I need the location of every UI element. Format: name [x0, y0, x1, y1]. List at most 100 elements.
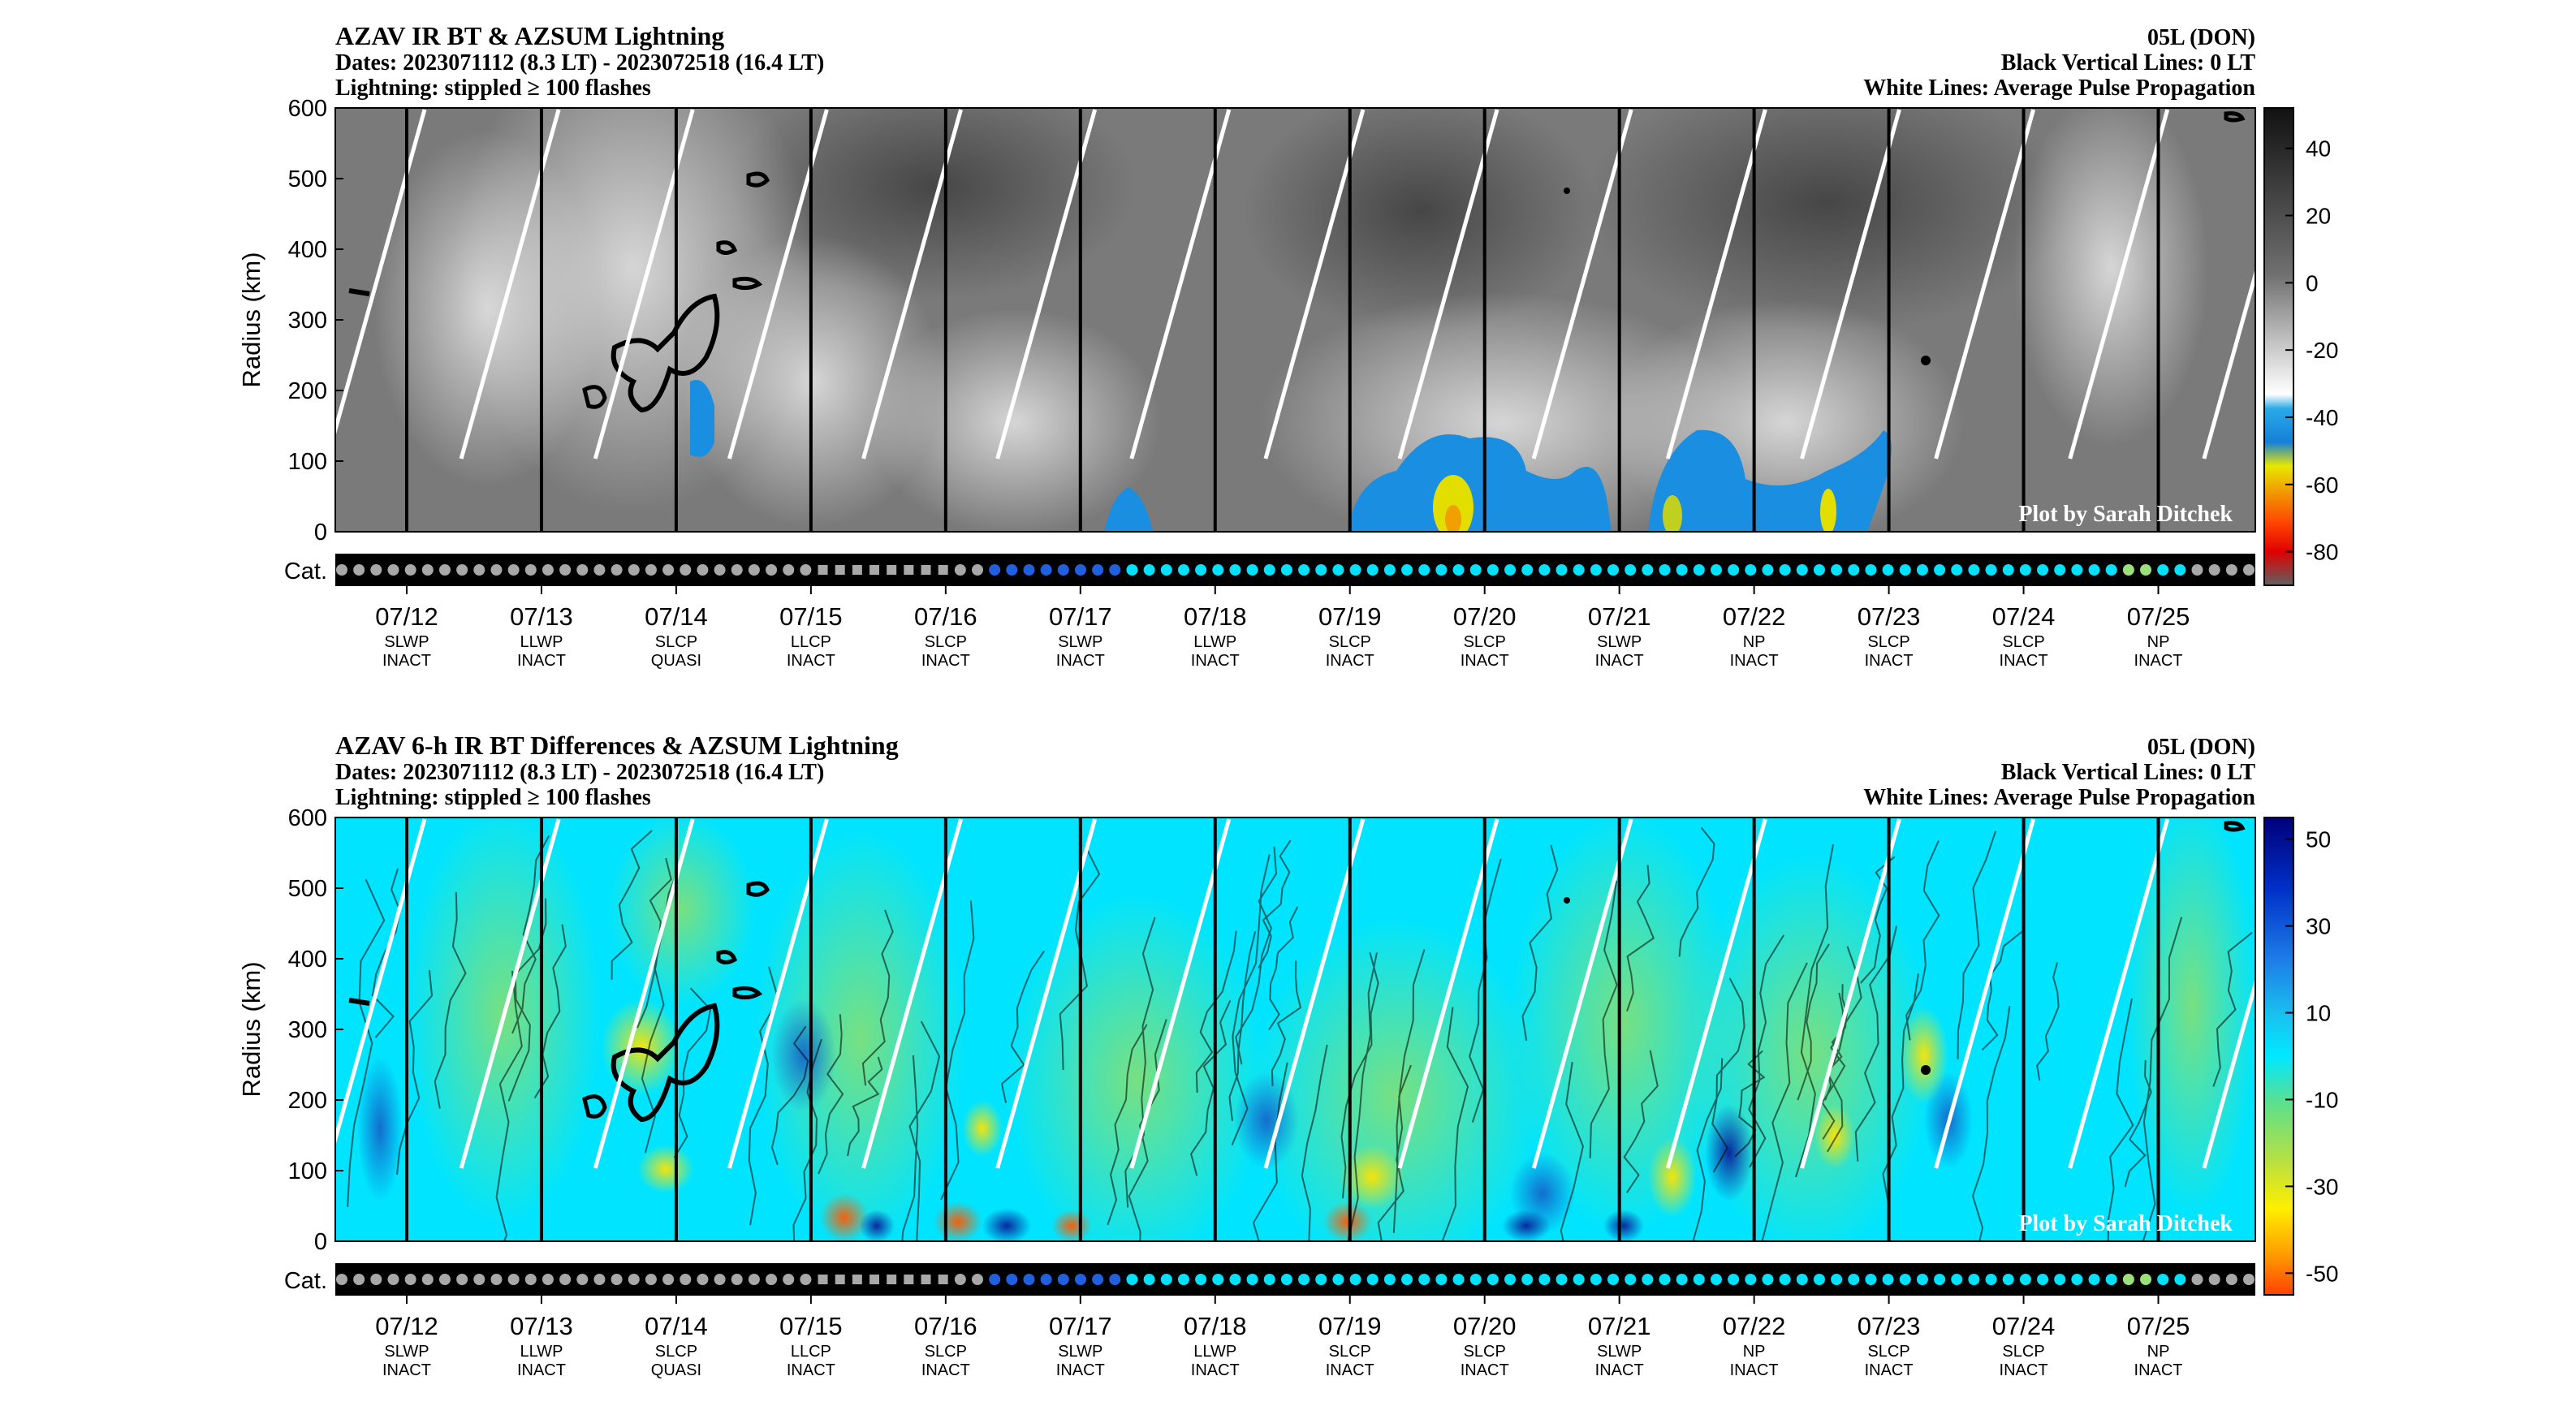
y-tick-label: 0 [314, 520, 327, 546]
contour-line [770, 1025, 809, 1166]
category-marker [1985, 564, 1997, 576]
phase-label: SLCP [655, 633, 697, 651]
contour-line [533, 924, 567, 1099]
category-marker [1607, 1274, 1619, 1285]
phase-label: SLCP [1867, 633, 1909, 651]
x-tick-label: 07/12 [375, 1312, 438, 1340]
category-marker [1418, 564, 1430, 576]
category-marker [1521, 1274, 1534, 1285]
category-marker [938, 565, 948, 575]
contour-line [818, 1014, 844, 1175]
x-tick-label: 07/19 [1318, 1312, 1382, 1340]
bt-deep-convection [1104, 487, 1153, 532]
pulse-propagation-line [1129, 818, 1232, 1169]
category-marker [611, 1274, 623, 1285]
phase-label: LLWP [1193, 633, 1236, 651]
diff-warming-peak [1814, 1104, 1855, 1169]
y-axis-label: Radius (km) [237, 252, 265, 387]
category-marker [404, 564, 416, 576]
category-marker [1882, 1274, 1894, 1285]
category-marker [2174, 1274, 2186, 1285]
category-marker [1968, 564, 1980, 576]
category-marker [507, 1274, 520, 1285]
state-label: INACT [1461, 1361, 1509, 1379]
diff-contour-lines [347, 826, 2253, 1241]
state-label: INACT [1865, 652, 1914, 670]
contour-line [1271, 960, 1302, 1086]
contour-line [1268, 906, 1299, 1030]
panel-2-axes: 0 100 200 300 400 500 600 Radius (km) Cat. 07/12 S… [237, 805, 2256, 1379]
diff-cooling-core [357, 1055, 403, 1201]
y-tick-label: 400 [288, 947, 327, 973]
category-marker [1160, 1274, 1172, 1285]
category-marker [1160, 564, 1172, 576]
category-marker [1899, 564, 1911, 576]
diff-strong-cooling [982, 1208, 1031, 1241]
state-label: QUASI [651, 1361, 701, 1379]
category-marker [766, 564, 778, 576]
category-marker [1177, 1274, 1189, 1285]
x-tick-label: 07/22 [1723, 602, 1786, 631]
panel-2-black-lines-note: Black Vertical Lines: 0 LT [2001, 760, 2256, 785]
pulse-propagation-line [1263, 818, 1366, 1169]
lightning-contour [2224, 111, 2246, 123]
y-tick-label: 200 [288, 378, 327, 404]
category-marker [1074, 564, 1086, 576]
pulse-propagation-line [1934, 109, 2036, 459]
category-marker [1968, 1274, 1980, 1285]
x-tick-label: 07/21 [1588, 1312, 1651, 1340]
pulse-propagation-line [1263, 109, 1366, 459]
category-marker [1452, 564, 1465, 576]
category-marker [1710, 564, 1722, 576]
category-marker [1762, 1274, 1774, 1285]
category-marker [1934, 564, 1946, 576]
category-marker [1092, 564, 1104, 576]
category-label: Cat. [284, 1268, 327, 1294]
x-tick-label: 07/15 [779, 1312, 843, 1340]
zero-radius-band [335, 1241, 2255, 1253]
category-marker [1590, 564, 1602, 576]
lightning-contour [746, 171, 770, 188]
lightning-contour [746, 881, 770, 897]
pulse-propagation-line [1665, 818, 1767, 1169]
category-marker [2088, 564, 2100, 576]
category-marker [628, 564, 640, 576]
pulse-propagation-line [1531, 818, 1633, 1169]
phase-label: LLWP [1193, 1343, 1236, 1361]
lightning-contour [2224, 821, 2246, 832]
contour-line [908, 1020, 941, 1241]
colorbar-tick-label: 50 [2306, 827, 2331, 852]
category-marker [1710, 1274, 1722, 1285]
bt-cold-cloud-region [2013, 108, 2208, 446]
contour-line [939, 900, 975, 1201]
category-marker [628, 1274, 640, 1285]
colorbar-tick-label: 0 [2306, 270, 2319, 295]
contour-line [1711, 977, 1745, 1173]
diff-warming-peak [962, 1100, 1003, 1157]
contour-line [1521, 844, 1559, 1042]
panel-1-header: AZAV IR BT & AZSUM Lightning Dates: 2023… [335, 21, 2255, 101]
category-marker [2140, 564, 2152, 576]
y-tick-label: 600 [288, 96, 327, 122]
category-marker [2140, 1274, 2152, 1285]
x-tick-label: 07/23 [1858, 602, 1921, 631]
state-label: INACT [2134, 652, 2183, 670]
category-marker [714, 1274, 726, 1285]
state-label: INACT [382, 652, 431, 670]
x-tick-label: 07/18 [1184, 602, 1247, 631]
category-marker [1229, 1274, 1241, 1285]
category-marker [1882, 564, 1894, 576]
pulse-propagation-line [1397, 109, 1499, 459]
category-marker [904, 1275, 914, 1284]
category-marker [1246, 1274, 1258, 1285]
category-marker [559, 1274, 572, 1285]
category-marker [438, 564, 451, 576]
category-marker [2122, 1274, 2134, 1285]
contour-line [847, 1056, 883, 1157]
bt-dark-region [1242, 108, 1599, 333]
category-marker [972, 564, 983, 576]
phase-label: NP [1743, 1343, 1766, 1361]
category-marker [1504, 564, 1517, 576]
category-marker [835, 1275, 845, 1284]
category-marker [2088, 1274, 2100, 1285]
